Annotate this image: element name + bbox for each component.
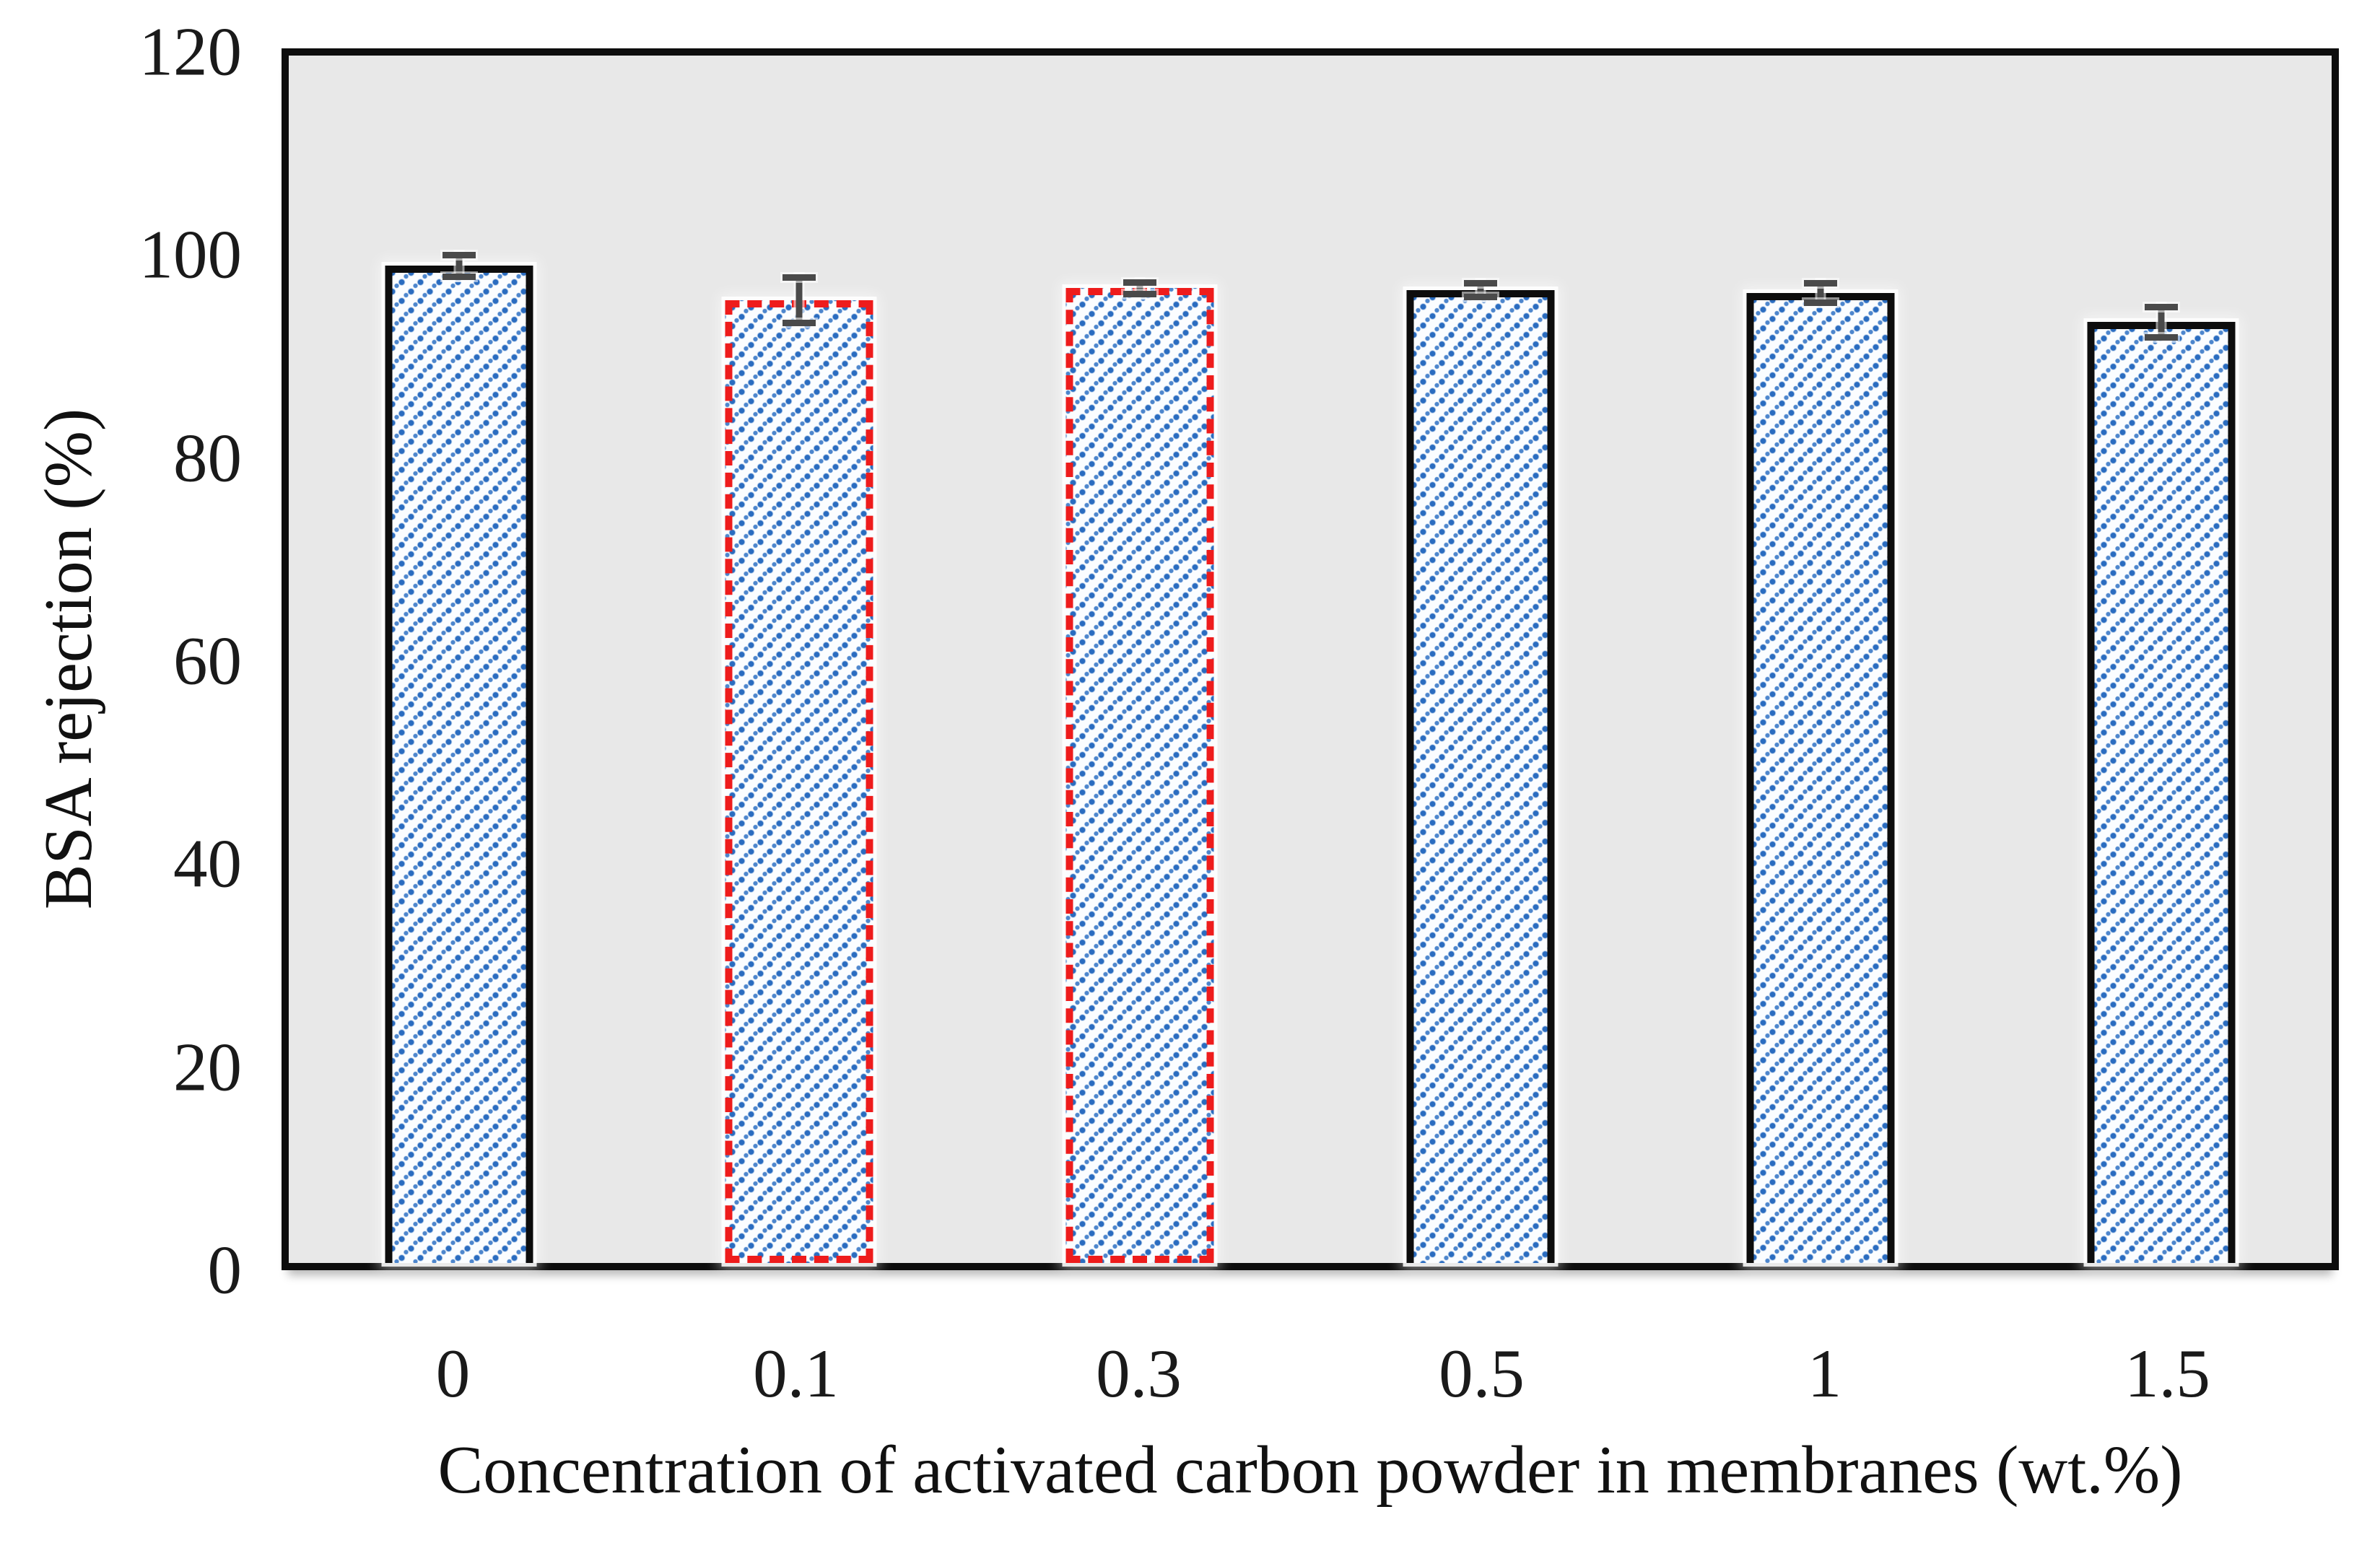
bar-0wt xyxy=(385,266,533,1263)
y-tick-label: 80 xyxy=(173,419,242,497)
error-bar-cap-top xyxy=(783,274,816,281)
error-bar-cap-bottom xyxy=(1804,300,1838,307)
error-bar-line xyxy=(2158,304,2165,341)
error-bar-cap-top xyxy=(1804,279,1838,287)
x-tick-label: 0.3 xyxy=(1096,1335,1182,1412)
bar-slot xyxy=(1991,56,2332,1263)
bar-slot xyxy=(969,56,1310,1263)
bar-slot xyxy=(1651,56,1992,1263)
y-tick-label: 120 xyxy=(139,13,243,90)
error-bar-line xyxy=(1136,279,1143,297)
bar-1.5wt xyxy=(2087,322,2236,1263)
y-axis-tick-labels: 0 20 40 60 80 100 120 xyxy=(0,17,243,1304)
error-bar-cap-top xyxy=(1463,279,1497,287)
y-tick-label: 40 xyxy=(173,825,242,902)
error-bar-cap-bottom xyxy=(783,320,816,327)
error-bar xyxy=(1123,279,1157,297)
error-bar-cap-top xyxy=(1123,279,1157,286)
bar-slot xyxy=(289,56,629,1263)
error-bar-line xyxy=(1477,279,1484,300)
bar-0.3wt xyxy=(1065,288,1214,1263)
x-tick-label: 0.1 xyxy=(753,1335,839,1412)
y-tick-label: 0 xyxy=(207,1231,243,1308)
x-axis-tick-labels: 0 0.1 0.3 0.5 1 1.5 xyxy=(282,1339,2339,1433)
error-bar-line xyxy=(795,274,803,327)
error-bar-cap-bottom xyxy=(1463,293,1497,300)
x-tick-label: 0.5 xyxy=(1439,1335,1525,1412)
error-bar-cap-bottom xyxy=(2145,333,2179,341)
x-tick-label: 1.5 xyxy=(2124,1335,2210,1412)
y-tick-label: 20 xyxy=(173,1028,242,1106)
bar-1wt xyxy=(1746,293,1895,1263)
x-tick-label: 1 xyxy=(1807,1335,1842,1412)
error-bar xyxy=(1463,279,1497,300)
error-bar-line xyxy=(1817,279,1824,307)
bar-slot xyxy=(629,56,970,1263)
y-tick-label: 60 xyxy=(173,622,242,699)
error-bar-cap-top xyxy=(442,251,476,258)
error-bar xyxy=(2145,304,2179,341)
x-axis-title: Concentration of activated carbon powder… xyxy=(437,1433,2183,1508)
error-bar-line xyxy=(455,251,463,280)
error-bar-cap-bottom xyxy=(1123,290,1157,297)
bar-slot xyxy=(1310,56,1651,1263)
bar-0.1wt xyxy=(725,300,873,1263)
x-tick-label: 0 xyxy=(435,1335,471,1412)
y-tick-label: 100 xyxy=(139,216,243,293)
error-bar xyxy=(783,274,816,327)
error-bar-cap-bottom xyxy=(442,273,476,280)
plot-area xyxy=(282,48,2339,1270)
error-bar xyxy=(442,251,476,280)
error-bar xyxy=(1804,279,1838,307)
error-bar-cap-top xyxy=(2145,304,2179,311)
bar-0.5wt xyxy=(1406,289,1555,1263)
